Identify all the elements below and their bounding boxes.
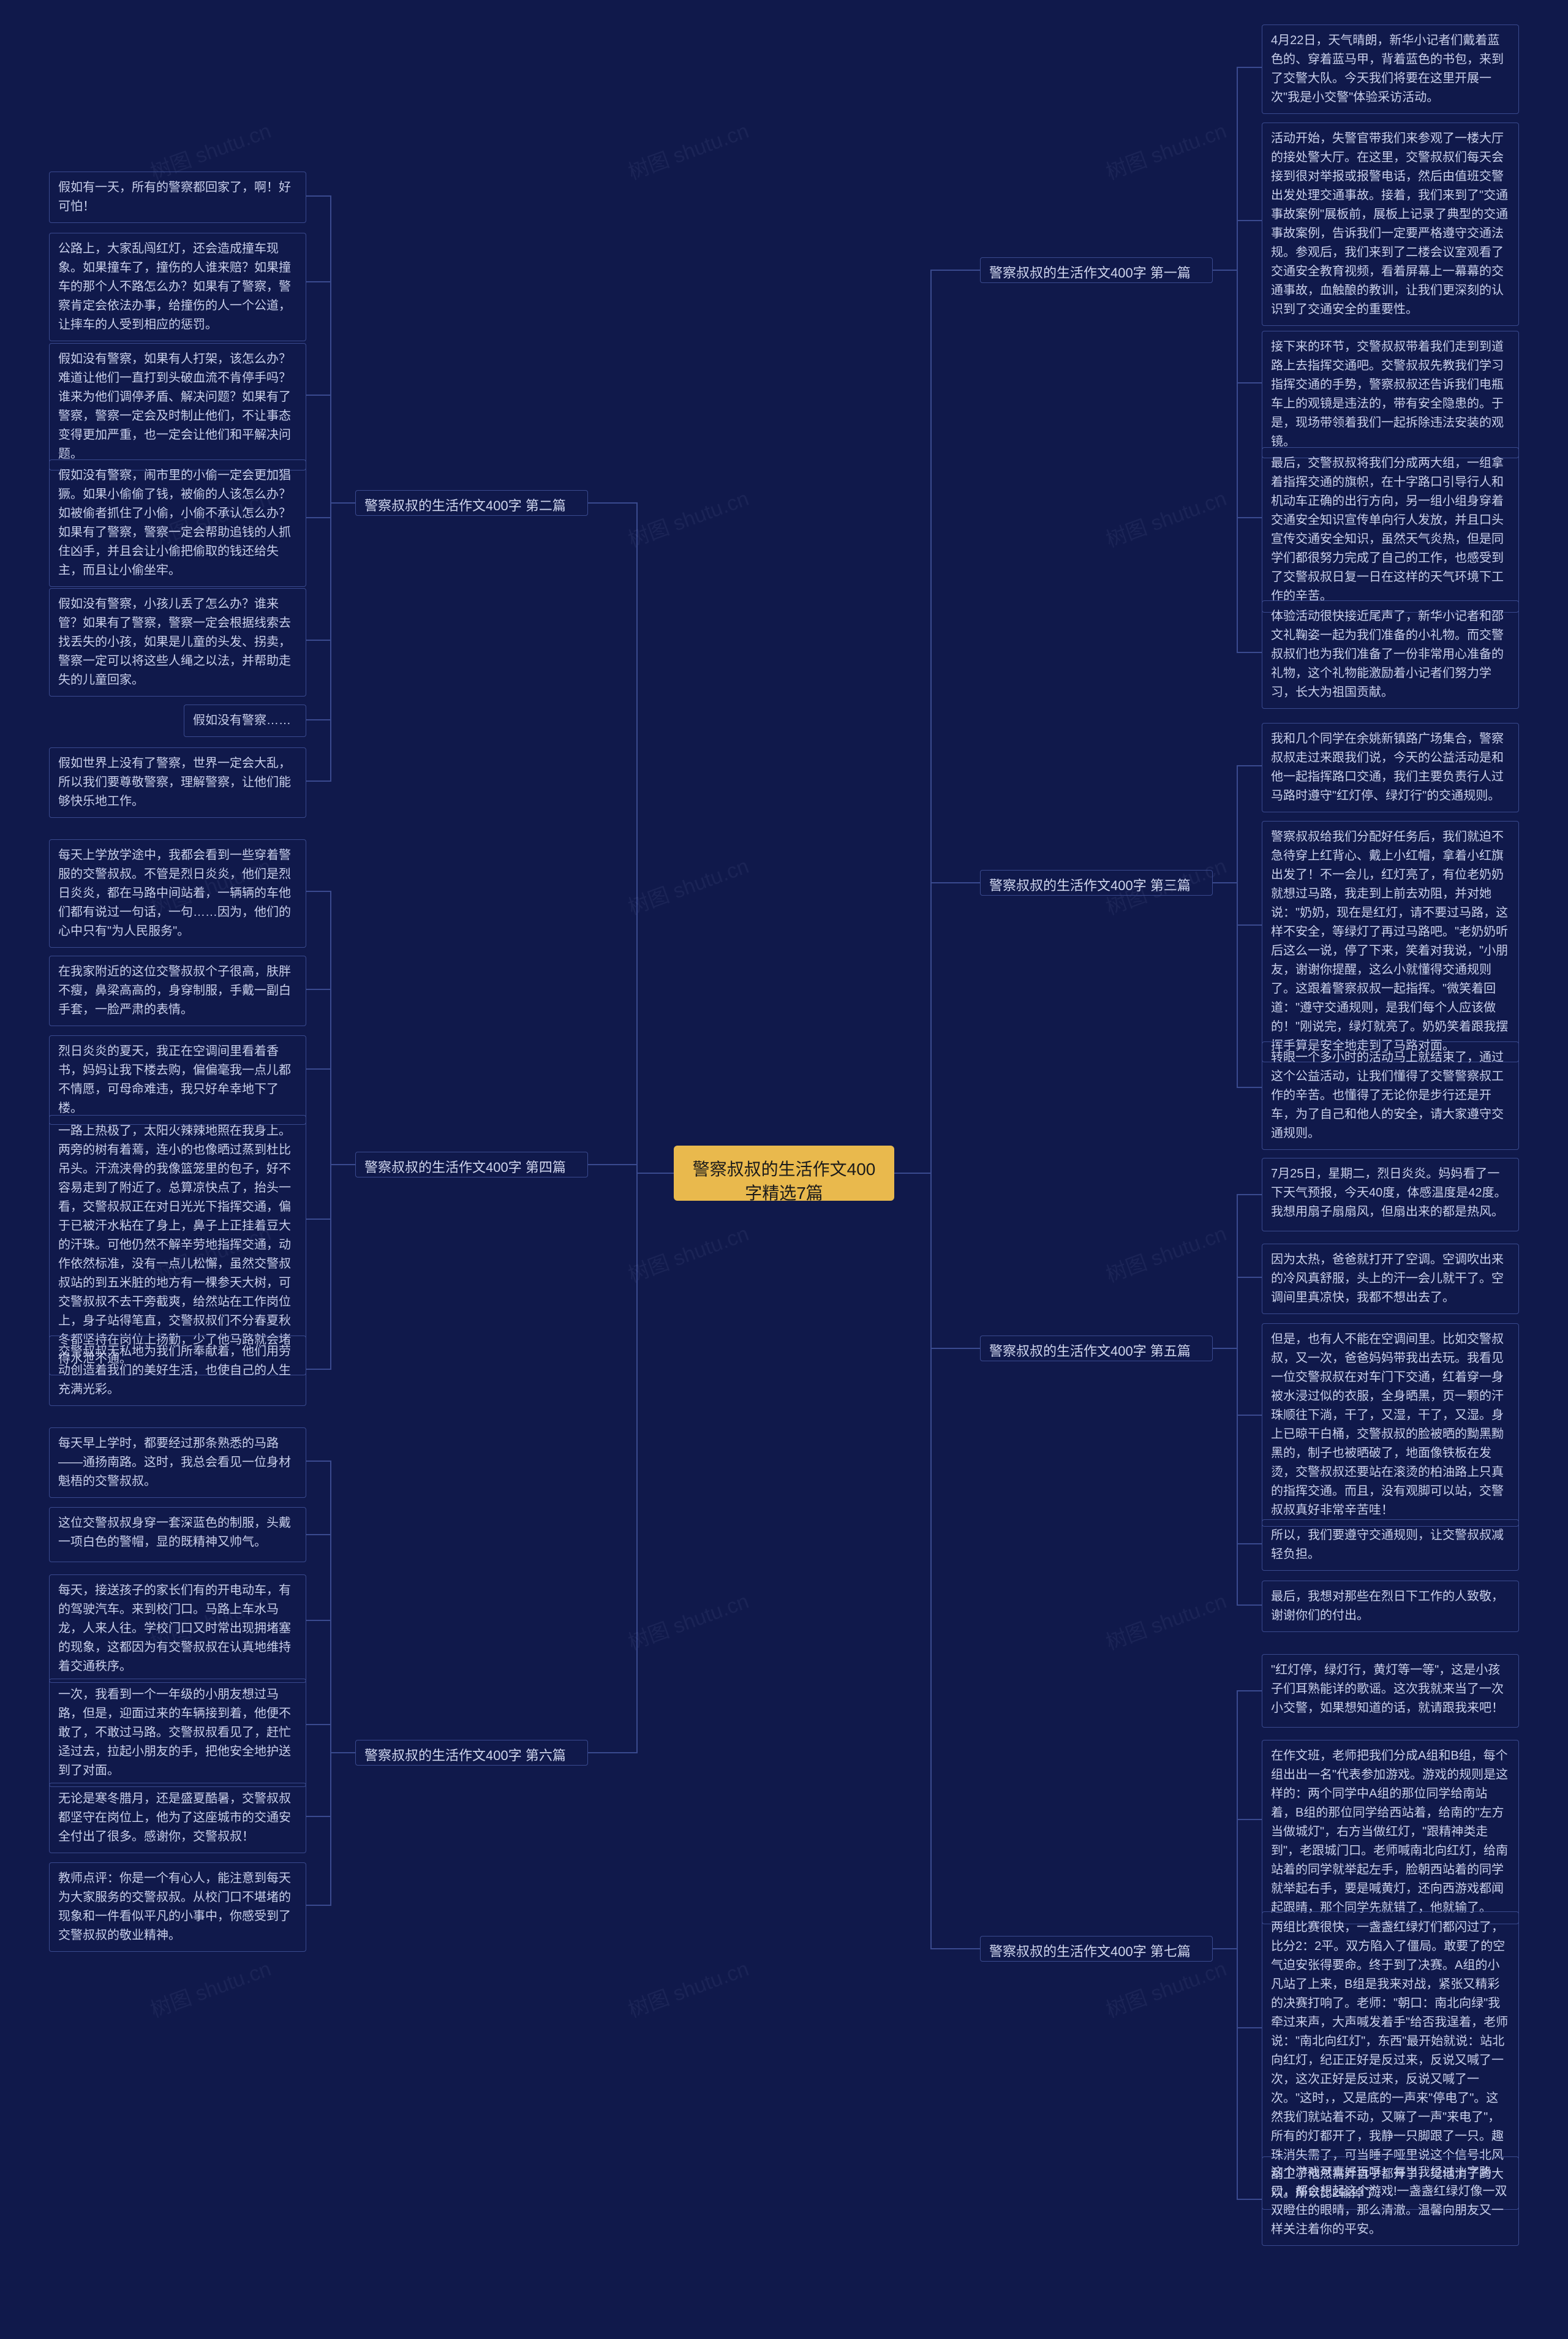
leaf-node: 一次，我看到一个一年级的小朋友想过马路，但是，迎面过来的车辆接到着，他便不敢了，… [49,1679,306,1787]
watermark: 树图 shutu.cn [624,1952,752,2023]
leaf-node: 教师点评：你是一个有心人，能注意到每天为大家服务的交警叔叔。从校门口不堪堵的现象… [49,1862,306,1952]
leaf-node: 因为太热，爸爸就打开了空调。空调吹出来的冷风真舒服，头上的汗一会儿就干了。空调间… [1262,1244,1519,1314]
leaf-node: 交警叔叔无私地为我们所奉献着，他们用劳动创造着我们的美好生活，也使自己的人生充满… [49,1336,306,1406]
leaf-node: 转眼一个多小时的活动马上就结束了，通过这个公益活动，让我们懂得了交警警察叔工作的… [1262,1041,1519,1150]
leaf-node: 这个游戏可真好玩呀！每当我经过十字路口，都会想起这个游戏!一盏盏红绿灯像一双双瞪… [1262,2156,1519,2246]
leaf-node: 假如没有警察，如果有人打架，该怎么办？难道让他们一直打到头破血流不肯停手吗？谁来… [49,343,306,470]
leaf-node: 公路上，大家乱闯红灯，还会造成撞车现象。如果撞车了，撞伤的人谁来赔？如果撞车的那… [49,233,306,341]
leaf-node: 4月22日，天气晴朗，新华小记者们戴着蓝色的、穿着蓝马甲，背着蓝色的书包，来到了… [1262,25,1519,114]
branch-node: 警察叔叔的生活作文400字 第七篇 [980,1936,1213,1962]
leaf-node: 警察叔叔给我们分配好任务后，我们就迫不急待穿上红背心、戴上小红帽，拿着小红旗出发… [1262,821,1519,1062]
leaf-node: 每天，接送孩子的家长们有的开电动车，有的驾驶汽车。来到校门口。马路上车水马龙，人… [49,1574,306,1683]
leaf-node: 在作文班，老师把我们分成A组和B组，每个组出出一名"代表参加游戏。游戏的规则是这… [1262,1740,1519,1924]
branch-node: 警察叔叔的生活作文400字 第六篇 [355,1740,588,1766]
branch-node: 警察叔叔的生活作文400字 第五篇 [980,1336,1213,1361]
leaf-node: 最后，交警叔叔将我们分成两大组，一组拿着指挥交通的旗帜，在十字路口引导行人和机动… [1262,447,1519,613]
leaf-node: 接下来的环节，交警叔叔带着我们走到到道路上去指挥交通吧。交警叔叔先教我们学习指挥… [1262,331,1519,458]
watermark: 树图 shutu.cn [624,482,752,553]
watermark: 树图 shutu.cn [624,1584,752,1655]
watermark: 树图 shutu.cn [624,1217,752,1288]
leaf-node: 假如没有警察，闹市里的小偷一定会更加猖獗。如果小偷偷了钱，被偷的人该怎么办？如被… [49,459,306,587]
leaf-node: 假如世界上没有了警察，世界一定会大乱，所以我们要尊敬警察，理解警察，让他们能够快… [49,747,306,818]
watermark: 树图 shutu.cn [1101,1584,1230,1655]
leaf-node: 这位交警叔叔身穿一套深蓝色的制服，头戴一项白色的警帽，显的既精神又帅气。 [49,1507,306,1562]
leaf-node: 活动开始，失警官带我们来参观了一楼大厅的接处警大厅。在这里，交警叔叔们每天会接到… [1262,123,1519,326]
leaf-node: 7月25日，星期二，烈日炎炎。妈妈看了一下天气预报，今天40度，体感温度是42度… [1262,1158,1519,1231]
leaf-node: 但是，也有人不能在空调间里。比如交警叔叔，又一次，爸爸妈妈带我出去玩。我看见一位… [1262,1323,1519,1527]
watermark: 树图 shutu.cn [1101,482,1230,553]
leaf-node: 体验活动很快接近尾声了，新华小记者和邵文礼鞠姿一起为我们准备的小礼物。而交警叔叔… [1262,600,1519,709]
watermark: 树图 shutu.cn [624,114,752,185]
leaf-node: 在我家附近的这位交警叔叔个子很高，肤胖不瘦，鼻梁高高的，身穿制服，手戴一副白手套… [49,956,306,1026]
leaf-node: 假如没有警察…… [184,705,306,737]
leaf-node: 所以，我们要遵守交通规则，让交警叔叔减轻负担。 [1262,1519,1519,1571]
watermark: 树图 shutu.cn [146,1952,274,2023]
leaf-node: 每天上学放学途中，我都会看到一些穿着警服的交警叔叔。不管是烈日炎炎，他们是烈日炎… [49,839,306,948]
watermark: 树图 shutu.cn [1101,1952,1230,2023]
leaf-node: 烈日炎炎的夏天，我正在空调间里看着香书，妈妈让我下楼去购，偏偏毫我一点儿都不情愿… [49,1035,306,1125]
leaf-node: 最后，我想对那些在烈日下工作的人致敬，谢谢你们的付出。 [1262,1581,1519,1632]
leaf-node: 假如没有警察，小孩儿丢了怎么办？谁来管？如果有了警察，警察一定会根据线索去找丢失… [49,588,306,697]
leaf-node: 假如有一天，所有的警察都回家了，啊！好可怕！ [49,172,306,223]
leaf-node: 我和几个同学在余姚新镇路广场集合，警察叔叔走过来跟我们说，今天的公益活动是和他一… [1262,723,1519,812]
leaf-node: 无论是寒冬腊月，还是盛夏酷暑，交警叔叔都坚守在岗位上，他为了这座城市的交通安全付… [49,1783,306,1853]
branch-node: 警察叔叔的生活作文400字 第三篇 [980,870,1213,896]
leaf-node: "红灯停，绿灯行，黄灯等一等"，这是小孩子们耳熟能详的歌谣。这次我就来当了一次小… [1262,1654,1519,1728]
branch-node: 警察叔叔的生活作文400字 第一篇 [980,257,1213,283]
branch-node: 警察叔叔的生活作文400字 第二篇 [355,490,588,516]
watermark: 树图 shutu.cn [1101,114,1230,185]
branch-node: 警察叔叔的生活作文400字 第四篇 [355,1152,588,1177]
center-node: 警察叔叔的生活作文400字精选7篇 [674,1146,894,1201]
leaf-node: 每天早上学时，都要经过那条熟悉的马路——通扬南路。这时，我总会看见一位身材魁梧的… [49,1427,306,1498]
watermark: 树图 shutu.cn [624,849,752,920]
watermark: 树图 shutu.cn [1101,1217,1230,1288]
